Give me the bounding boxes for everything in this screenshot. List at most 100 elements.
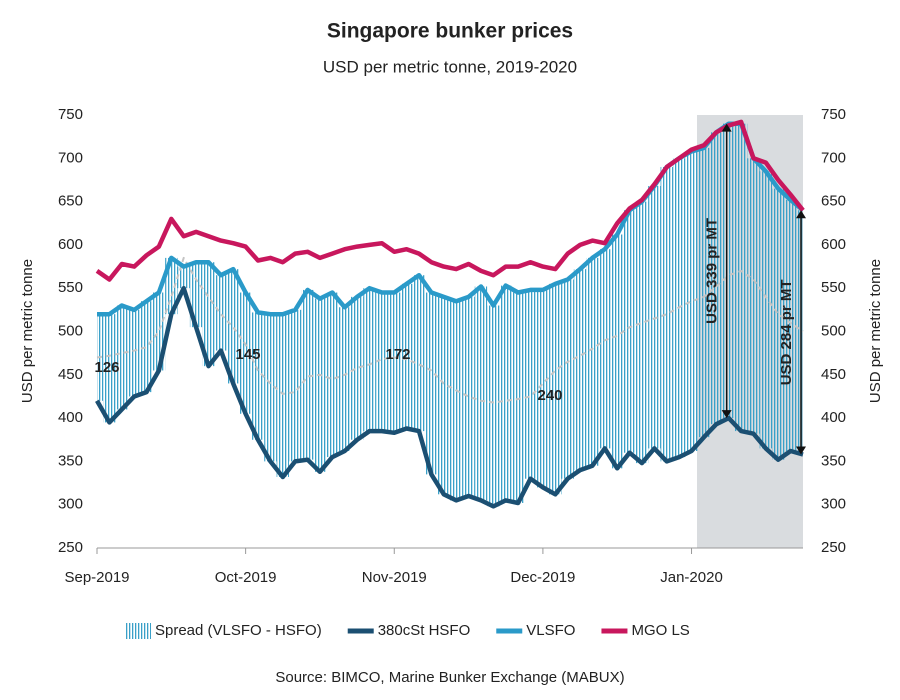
y2-tick-label: 500 — [821, 322, 846, 339]
annotation: USD 339 pr MT — [704, 218, 721, 324]
spread-bar — [487, 305, 500, 507]
spread-bar — [747, 158, 760, 434]
arrow-head — [796, 446, 806, 455]
legend-swatch — [125, 623, 151, 639]
spread-bar — [462, 296, 475, 497]
annotation: USD 284 pr MT — [778, 279, 795, 385]
y-tick-label: 350 — [58, 452, 83, 469]
annotation: 145 — [235, 346, 260, 363]
legend-item: VLSFO — [496, 622, 575, 639]
y-tick-label: 300 — [58, 496, 83, 513]
spread-bar — [450, 301, 463, 501]
spread-bar — [202, 262, 215, 367]
spread-bar — [301, 289, 314, 460]
spread-bar — [400, 283, 413, 429]
series-line — [95, 285, 804, 509]
spread-bar — [499, 285, 512, 501]
legend-item: Spread (VLSFO - HSFO) — [125, 622, 322, 639]
spread-bar — [573, 269, 587, 471]
spread-bar — [227, 269, 240, 384]
annotation: 172 — [385, 346, 410, 363]
spread-bar — [623, 210, 636, 453]
legend-label: MGO LS — [631, 622, 689, 639]
spread-bar — [388, 292, 401, 433]
spread-bar — [115, 305, 128, 410]
y2-tick-label: 600 — [821, 236, 846, 253]
y-tick-label: 650 — [58, 193, 83, 210]
y2-tick-label: 350 — [821, 452, 846, 469]
spread-bar — [103, 314, 116, 423]
legend-item: MGO LS — [601, 622, 690, 639]
chart-title: Singapore bunker prices — [327, 20, 573, 43]
y-tick-label: 550 — [58, 279, 83, 296]
spread-bar — [251, 312, 265, 440]
spread-bar — [276, 314, 289, 477]
spread-bar — [127, 309, 141, 397]
series-line — [95, 119, 805, 282]
y2-tick-label: 400 — [821, 409, 846, 426]
chart-subtitle: USD per metric tonne, 2019-2020 — [323, 57, 577, 76]
spread-bar — [796, 210, 803, 455]
legend-label: VLSFO — [526, 622, 575, 639]
x-tick-label: Dec-2019 — [510, 569, 575, 586]
y-tick-label: 600 — [58, 236, 83, 253]
spread-bar — [338, 307, 351, 452]
spread-bar — [685, 151, 698, 452]
spread-bar — [722, 123, 735, 419]
spread-bar — [326, 292, 339, 458]
spread-bar — [177, 266, 190, 289]
spread-bar — [635, 201, 649, 464]
spread-bar — [611, 234, 624, 469]
y-tick-label: 500 — [58, 322, 83, 339]
x-tick-label: Nov-2019 — [362, 569, 427, 586]
y-tick-label: 750 — [58, 106, 83, 123]
spread-bar — [772, 188, 785, 460]
annotation: 126 — [94, 359, 119, 376]
spread-bar — [697, 147, 711, 438]
spread-bar — [214, 275, 228, 351]
y2-axis-label: USD per metric tonne — [867, 259, 884, 403]
spread-bar — [363, 288, 376, 432]
y-tick-label: 700 — [58, 149, 83, 166]
y-axis-label: USD per metric tonne — [19, 259, 36, 403]
y-tick-label: 250 — [58, 539, 83, 556]
arrow-head — [721, 410, 732, 419]
spread-bar — [598, 249, 612, 449]
spread-bar — [412, 275, 426, 432]
y-tick-label: 400 — [58, 409, 83, 426]
spread-bar — [313, 298, 327, 472]
spread-bar — [375, 292, 389, 432]
spread-bar — [264, 314, 277, 462]
y2-tick-label: 300 — [821, 496, 846, 513]
y2-tick-label: 750 — [821, 106, 846, 123]
x-tick-label: Jan-2020 — [660, 569, 723, 586]
spread-bar — [734, 123, 748, 432]
spread-bar — [524, 289, 537, 479]
spread-bar — [586, 257, 599, 466]
spread-bar — [549, 283, 562, 495]
arrow-head — [796, 210, 806, 219]
y-tick-label: 450 — [58, 366, 83, 383]
spread-bar — [288, 309, 302, 462]
spread-bar — [437, 296, 450, 495]
legend-item: 380cSt HSFO — [347, 622, 471, 639]
spread-bar — [784, 199, 797, 452]
x-tick-label: Sep-2019 — [64, 569, 129, 586]
spread-bar — [759, 171, 773, 449]
y2-tick-label: 650 — [821, 193, 846, 210]
spread-bar — [140, 301, 153, 393]
y2-tick-label: 250 — [821, 539, 846, 556]
y2-tick-label: 450 — [821, 366, 846, 383]
spread-bar — [561, 279, 574, 479]
spread-bar — [474, 286, 488, 501]
legend-label: Spread (VLSFO - HSFO) — [155, 622, 322, 639]
spread-bar — [648, 186, 661, 449]
spread-bar — [239, 292, 252, 414]
x-tick-label: Oct-2019 — [215, 569, 277, 586]
dashed-line — [96, 256, 804, 404]
legend-label: 380cSt HSFO — [378, 622, 471, 639]
spread-bar — [350, 296, 364, 440]
spread-bar — [536, 289, 550, 488]
spread-bar — [425, 292, 438, 475]
